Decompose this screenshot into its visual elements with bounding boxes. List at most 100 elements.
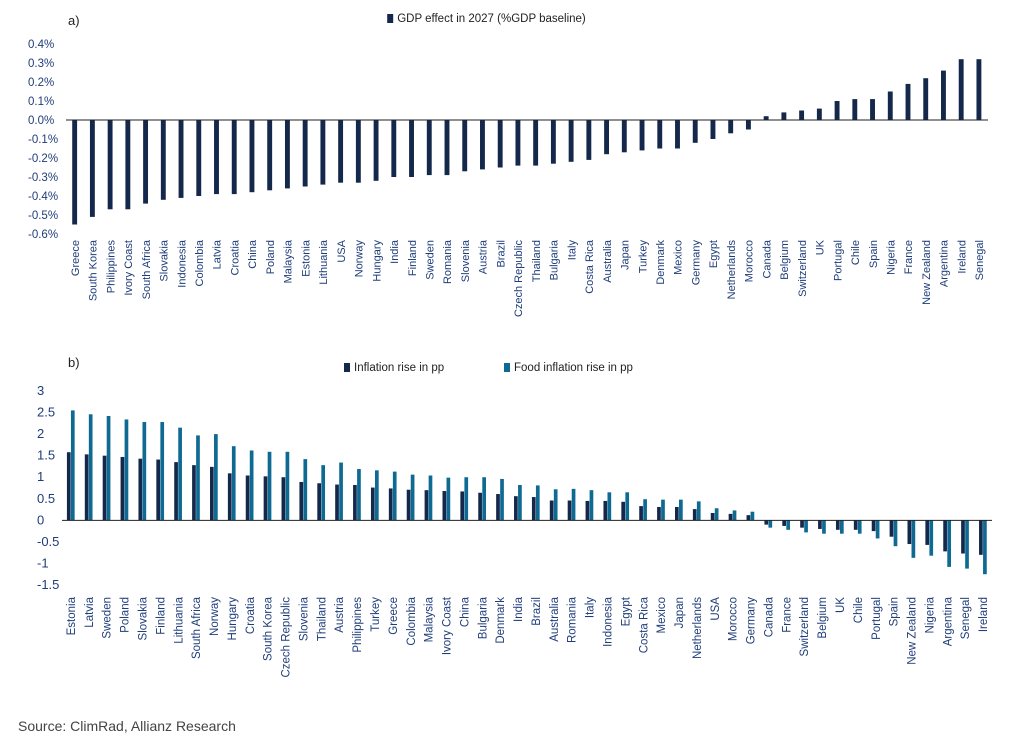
bar [675, 506, 679, 521]
category-label: Denmark [495, 597, 507, 644]
bar [178, 120, 184, 198]
bar [907, 520, 912, 545]
category-label: UK [835, 597, 847, 613]
bar [710, 513, 715, 521]
bar [835, 520, 840, 530]
bar [961, 520, 965, 554]
bar [66, 452, 71, 521]
bar [822, 520, 826, 534]
bar [893, 520, 898, 547]
bar [320, 120, 326, 185]
bar [764, 520, 769, 525]
bar [763, 116, 769, 120]
bar [535, 485, 540, 521]
category-label: Argentina [939, 239, 951, 287]
category-label: New Zealand [921, 240, 933, 305]
category-label: Bulgaria [549, 239, 561, 280]
bar [281, 477, 286, 521]
category-label: Brazil [531, 597, 543, 626]
category-label: Slovakia [159, 239, 171, 281]
category-label: Slovakia [137, 596, 149, 640]
y-tick-label: -0.2% [28, 153, 58, 165]
category-label: Chile [853, 597, 865, 623]
legend-swatch [504, 363, 510, 372]
y-tick-label: -0.5% [28, 210, 58, 222]
bar [174, 462, 178, 521]
bar [657, 506, 661, 521]
bar [603, 500, 608, 521]
bar [267, 120, 273, 191]
bar [160, 120, 166, 200]
category-label: Morocco [744, 240, 756, 282]
y-tick-label: -1 [37, 555, 49, 570]
y-tick-label: 0 [37, 512, 44, 527]
bar [409, 120, 414, 177]
category-label: Poland [120, 597, 132, 633]
bar [818, 520, 822, 529]
bar [196, 120, 202, 196]
category-label: Greece [70, 240, 82, 276]
bar [70, 410, 75, 521]
y-tick-label: 0.2% [28, 77, 54, 89]
bar [781, 112, 787, 120]
bar [124, 419, 129, 521]
category-label: Denmark [655, 240, 667, 285]
inflation-rise-chart: 3 2.5 2 1.5 1 0.5 0 -0.5 -1 -1.5 Estonia Latvia Swed… [37, 362, 992, 678]
category-label: USA [710, 597, 722, 621]
category-label: Indonesia [176, 239, 188, 288]
category-label: South Korea [88, 239, 100, 301]
category-label: Norway [209, 597, 221, 636]
category-label: Hungary [227, 597, 239, 641]
category-label: Canada [761, 239, 773, 278]
category-label: Thailand [316, 597, 328, 641]
category-label: Hungary [371, 240, 383, 282]
category-label: Switzerland [797, 240, 809, 297]
category-label: Egypt [620, 596, 632, 626]
category-label: China [459, 596, 471, 627]
bar [607, 492, 612, 521]
bar [871, 520, 876, 532]
bar [533, 120, 539, 166]
category-label: South Africa [191, 596, 203, 659]
category-label: Ireland [978, 597, 990, 632]
bar [621, 120, 627, 153]
bar [905, 83, 911, 120]
bar [568, 120, 574, 162]
category-label: Czech Republic [513, 240, 525, 318]
bar [178, 427, 182, 521]
y-tick-label: -0.1% [28, 134, 58, 146]
bar [500, 478, 504, 521]
bar [374, 470, 379, 521]
bar [339, 462, 343, 521]
bar [231, 120, 237, 195]
category-label: Australia [549, 596, 561, 641]
legend-label: GDP effect in 2027 (%GDP baseline) [397, 13, 586, 25]
bar [728, 120, 734, 134]
category-label: Senegal [974, 240, 986, 280]
bar [335, 484, 339, 521]
category-label: Finland [407, 240, 419, 276]
bar [478, 492, 482, 521]
bar [302, 120, 308, 187]
bar [196, 435, 200, 521]
category-label: Germany [690, 240, 702, 286]
category-label: Netherlands [692, 597, 704, 659]
bar [460, 491, 465, 521]
bar [106, 416, 111, 521]
panel-a-label: a) [68, 13, 80, 28]
bar [267, 451, 272, 521]
category-label: Turkey [637, 240, 649, 274]
source-note: Source: ClimRad, Allianz Research [18, 718, 236, 734]
category-label: Spain [889, 597, 901, 626]
category-label: Ivory Coast [442, 596, 454, 655]
y-tick-label: -0.5 [37, 534, 59, 549]
bar [550, 120, 556, 164]
category-label: Australia [602, 239, 614, 283]
panel-b-label: b) [68, 355, 80, 370]
bar [834, 101, 840, 120]
category-label: Latvia [212, 239, 224, 269]
bar [410, 474, 415, 521]
category-label: Italy [585, 597, 597, 618]
bar [621, 501, 626, 521]
y-tick-label: -0.3% [28, 172, 58, 184]
